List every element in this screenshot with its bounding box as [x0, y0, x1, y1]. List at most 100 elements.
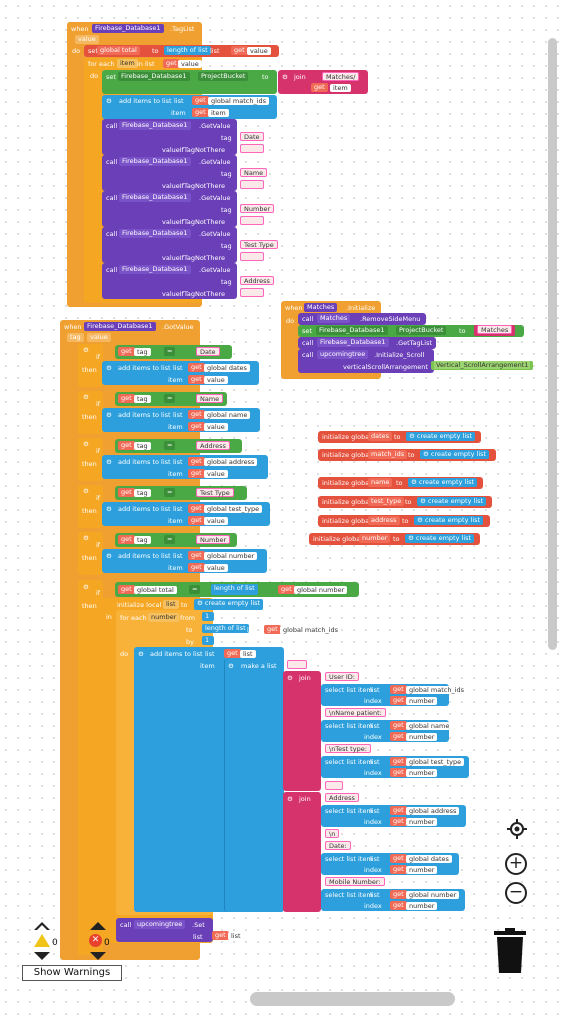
eq-dropdown[interactable]: =: [164, 535, 176, 544]
eq-dropdown[interactable]: =: [189, 585, 201, 594]
param-tag[interactable]: tag: [67, 333, 84, 342]
if-block[interactable]: [78, 391, 103, 434]
get-block[interactable]: get: [390, 854, 407, 863]
get-block[interactable]: get: [188, 469, 205, 478]
db-component-dropdown[interactable]: Firebase_Database1: [316, 326, 388, 335]
get-block[interactable]: get: [118, 441, 135, 450]
list-var-dropdown[interactable]: global dates: [204, 364, 250, 372]
get-block[interactable]: get: [278, 585, 295, 594]
if-block[interactable]: [78, 438, 103, 481]
global-name-field[interactable]: name: [368, 478, 393, 487]
vertical-scrollbar[interactable]: [548, 38, 557, 650]
get-block[interactable]: get: [390, 732, 407, 741]
get-block[interactable]: get: [390, 721, 407, 730]
mutator-icon[interactable]: ⚙: [106, 552, 112, 560]
get-block[interactable]: get: [188, 504, 205, 513]
get-block[interactable]: get: [118, 394, 135, 403]
global-total-dropdown[interactable]: global total: [97, 46, 140, 55]
text-literal[interactable]: Date:: [325, 841, 351, 850]
get-block[interactable]: get: [118, 585, 135, 594]
empty-text[interactable]: [325, 781, 343, 790]
empty-text[interactable]: [240, 216, 264, 225]
empty-text[interactable]: [287, 660, 307, 669]
get-block[interactable]: get: [224, 649, 241, 658]
global-name-field[interactable]: test_type: [368, 497, 405, 506]
global-name-field[interactable]: match_ids: [368, 450, 408, 459]
project-bucket-dropdown[interactable]: ProjectBucket: [396, 326, 447, 335]
get-block[interactable]: get: [118, 535, 135, 544]
global-name-field[interactable]: number: [359, 534, 391, 543]
tag-dropdown[interactable]: tag: [134, 395, 151, 403]
tag-dropdown[interactable]: tag: [134, 442, 151, 450]
mutator-icon[interactable]: ⚙: [83, 487, 89, 495]
db-component-dropdown[interactable]: Firebase_Database1: [118, 72, 190, 81]
error-toggle-down[interactable]: [90, 952, 106, 960]
global-match-ids-dropdown[interactable]: global match_ids: [406, 686, 468, 694]
text-block[interactable]: Matches: [474, 325, 516, 336]
if-block[interactable]: [78, 344, 103, 387]
global-name-dropdown[interactable]: global name: [406, 722, 453, 730]
warning-toggle-down[interactable]: [34, 952, 50, 960]
get-block[interactable]: get: [192, 96, 209, 105]
global-match-ids-dropdown[interactable]: global match_ids: [280, 626, 342, 634]
number-literal[interactable]: 1: [202, 636, 214, 645]
text-tag[interactable]: Name: [240, 168, 268, 177]
eq-dropdown[interactable]: =: [164, 488, 176, 497]
text-literal[interactable]: Name: [196, 394, 224, 403]
text-literal[interactable]: User ID:: [325, 672, 359, 681]
zoom-out-icon[interactable]: −: [505, 882, 527, 904]
mutator-icon[interactable]: ⚙: [138, 650, 144, 658]
create-empty-list-block[interactable]: ⚙ create empty list: [414, 516, 484, 525]
text-literal[interactable]: Address: [196, 441, 230, 450]
mutator-icon[interactable]: ⚙: [228, 662, 234, 670]
get-block[interactable]: get: [118, 347, 135, 356]
create-empty-list-block[interactable]: ⚙ create empty list: [408, 478, 478, 487]
global-number-dropdown[interactable]: global number: [406, 891, 460, 899]
number-dropdown[interactable]: number: [406, 818, 438, 826]
get-block[interactable]: get: [264, 625, 281, 634]
db-component-dropdown[interactable]: Firebase_Database1: [119, 121, 191, 130]
local-list-var[interactable]: list: [163, 600, 179, 609]
eq-dropdown[interactable]: =: [164, 441, 176, 450]
list-dropdown[interactable]: list: [240, 650, 256, 658]
text-literal[interactable]: Test Type: [196, 488, 234, 497]
get-block[interactable]: get: [390, 901, 407, 910]
create-empty-list-block[interactable]: ⚙ create empty list: [417, 497, 487, 506]
get-block[interactable]: get: [390, 685, 407, 694]
get-block[interactable]: get: [390, 757, 407, 766]
zoom-in-icon[interactable]: +: [505, 853, 527, 875]
eq-dropdown[interactable]: =: [164, 347, 176, 356]
mutator-icon[interactable]: ⚙: [106, 411, 112, 419]
length-of-list-block[interactable]: length of list: [202, 624, 249, 633]
text-matches[interactable]: Matches/: [322, 72, 360, 81]
number-dropdown[interactable]: number: [406, 866, 438, 874]
eq-dropdown[interactable]: =: [164, 394, 176, 403]
horizontal-scrollbar[interactable]: [250, 992, 455, 1006]
get-block[interactable]: get: [390, 865, 407, 874]
get-block[interactable]: get: [390, 817, 407, 826]
text-tag[interactable]: Test Type: [240, 240, 278, 249]
make-a-list-block[interactable]: [224, 659, 284, 912]
item-var[interactable]: item: [117, 59, 138, 68]
global-total-dropdown[interactable]: global total: [134, 586, 177, 594]
recenter-icon[interactable]: [506, 818, 528, 840]
get-block[interactable]: get: [188, 563, 205, 572]
param-value[interactable]: value: [87, 333, 111, 342]
global-dates-dropdown[interactable]: global dates: [406, 855, 452, 863]
get-block[interactable]: get: [188, 422, 205, 431]
global-address-dropdown[interactable]: global address: [406, 807, 460, 815]
empty-text[interactable]: [240, 144, 264, 153]
upcomingtree-dropdown[interactable]: upcomingtree: [317, 350, 369, 359]
mutator-icon[interactable]: ⚙: [287, 674, 293, 682]
global-test-type-dropdown[interactable]: global test_type: [406, 758, 465, 766]
db-component-dropdown[interactable]: Firebase_Database1: [317, 338, 389, 347]
project-bucket-dropdown[interactable]: ProjectBucket: [198, 72, 249, 81]
empty-text[interactable]: [240, 180, 264, 189]
db-component-dropdown[interactable]: Firebase_Database1: [119, 193, 191, 202]
if-block[interactable]: [78, 532, 103, 575]
mutator-icon[interactable]: ⚙: [83, 346, 89, 354]
value-dropdown[interactable]: value: [247, 47, 271, 55]
empty-text[interactable]: [240, 252, 264, 261]
mutator-icon[interactable]: ⚙: [106, 364, 112, 372]
vsa-component-dropdown[interactable]: Vertical_ScrollArrangement1: [434, 361, 531, 369]
